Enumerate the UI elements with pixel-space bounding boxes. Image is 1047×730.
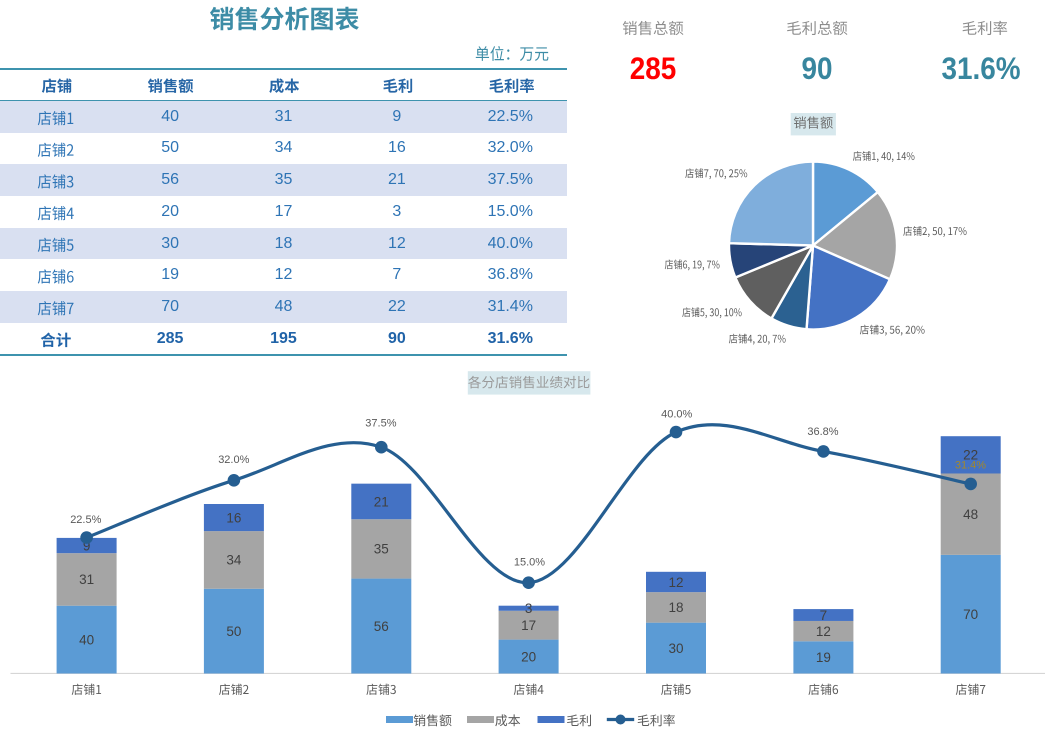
svg-text:35: 35 bbox=[374, 542, 389, 557]
svg-text:19: 19 bbox=[816, 650, 831, 665]
svg-text:30: 30 bbox=[668, 641, 683, 656]
svg-text:70: 70 bbox=[963, 607, 978, 622]
svg-text:15.0%: 15.0% bbox=[514, 557, 545, 569]
svg-text:36.8%: 36.8% bbox=[807, 426, 838, 438]
svg-text:22.5%: 22.5% bbox=[70, 514, 101, 526]
svg-text:32.0%: 32.0% bbox=[218, 454, 249, 466]
svg-text:50: 50 bbox=[226, 624, 241, 639]
svg-text:18: 18 bbox=[668, 600, 683, 615]
svg-text:12: 12 bbox=[816, 624, 831, 639]
svg-text:31: 31 bbox=[79, 572, 94, 587]
svg-text:16: 16 bbox=[226, 510, 241, 525]
svg-text:31.4%: 31.4% bbox=[955, 459, 986, 471]
svg-text:48: 48 bbox=[963, 507, 978, 522]
svg-text:20: 20 bbox=[521, 649, 536, 664]
svg-text:40.0%: 40.0% bbox=[661, 409, 692, 421]
svg-text:22: 22 bbox=[963, 448, 978, 463]
svg-text:56: 56 bbox=[374, 619, 389, 634]
svg-text:37.5%: 37.5% bbox=[365, 418, 396, 430]
svg-text:12: 12 bbox=[668, 575, 683, 590]
svg-text:7: 7 bbox=[820, 608, 828, 623]
svg-text:40: 40 bbox=[79, 632, 94, 647]
svg-text:17: 17 bbox=[521, 618, 536, 633]
svg-text:3: 3 bbox=[525, 601, 533, 616]
svg-text:21: 21 bbox=[374, 494, 389, 509]
svg-text:9: 9 bbox=[83, 538, 91, 553]
svg-text:34: 34 bbox=[226, 553, 242, 568]
